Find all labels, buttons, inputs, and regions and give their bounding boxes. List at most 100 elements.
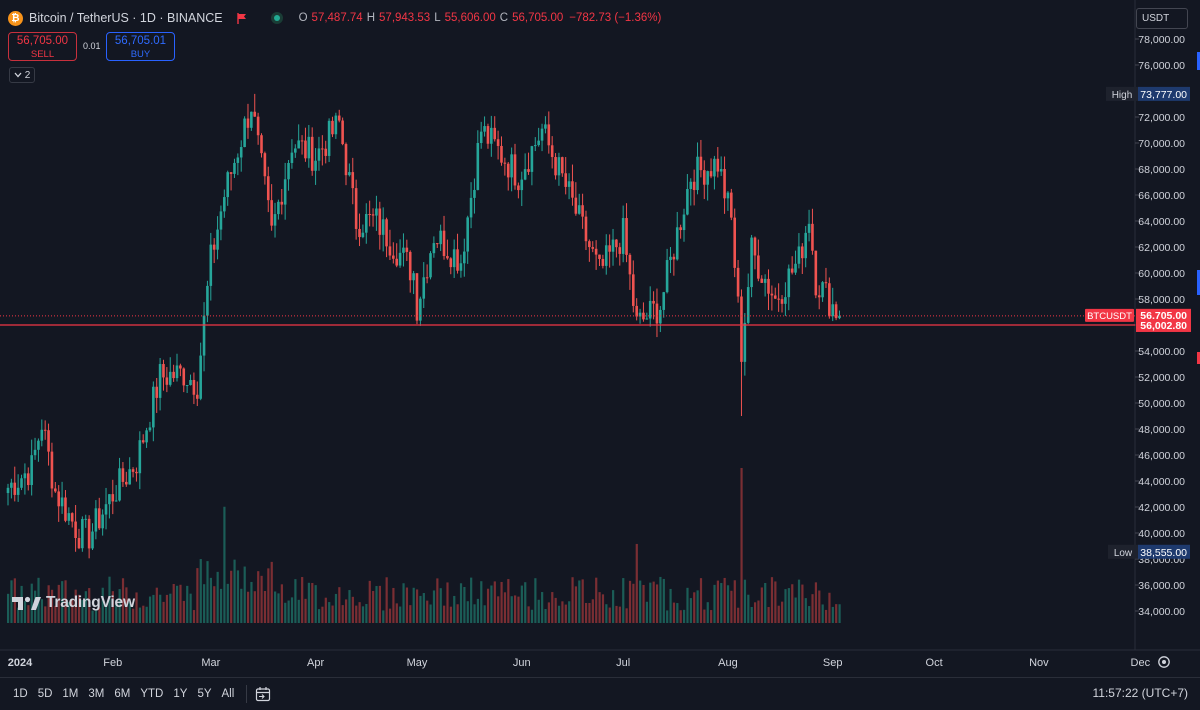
volume-bar [23,601,27,623]
volume-bar [689,598,692,623]
volume-bar [598,592,601,623]
candle-body [564,173,567,187]
buy-button[interactable]: 56,705.01 BUY [106,32,175,61]
volume-bar [733,580,736,623]
candle-body [533,145,537,147]
candle-body [753,237,757,256]
candle-body [662,292,666,310]
candle-body [212,244,216,250]
time-axis-label: Jul [616,657,630,669]
candle-body [523,169,527,180]
range-button-1m[interactable]: 1M [62,688,79,700]
candle-body [375,208,378,216]
symbol-title[interactable]: Bitcoin / TetherUS · 1D · BINANCE [29,11,223,25]
candle-body [479,131,483,144]
volume-bar [186,585,189,623]
candle-body [682,214,686,231]
sell-button[interactable]: 56,705.00 SELL [8,32,77,61]
volume-bar [88,588,91,623]
line-price-badge-bg [1136,318,1191,332]
volume-bar [706,602,709,623]
volume-bar [290,597,294,623]
bitcoin-logo-icon: ₿ [8,10,23,26]
volume-bar [419,595,422,623]
candle-body [767,278,770,294]
candle-body [797,246,801,264]
price-tick-label: 40,000.00 [1138,528,1185,540]
low-label: Low [1114,548,1133,559]
range-button-6m[interactable]: 6M [114,688,131,700]
volume-bar [27,605,30,623]
volume-bar [64,580,67,623]
volume-bar [824,609,828,623]
timezone-clock[interactable]: 11:57:22 (UTC+7) [1092,686,1189,700]
range-button-1y[interactable]: 1Y [173,688,188,700]
candle-body [730,192,733,218]
candle-body [6,487,10,494]
volume-bar [61,581,64,623]
range-button-3m[interactable]: 3M [88,688,105,700]
range-button-1d[interactable]: 1D [13,688,28,700]
volume-bar [473,604,476,623]
volume-bar [615,605,618,623]
date-range-buttons: 1D 5D 1M 3M 6M YTD 1Y 5Y All [8,688,239,700]
range-button-5d[interactable]: 5D [37,688,53,700]
volume-bar [192,610,196,623]
candle-body [530,146,534,172]
candle-body [584,216,588,242]
volume-bar [47,585,50,623]
candle-body [199,355,202,399]
high-value: 57,943.53 [379,12,431,24]
candle-body [645,318,649,320]
range-button-ytd[interactable]: YTD [140,688,164,700]
candle-body [175,365,179,379]
volume-bar [564,604,567,623]
volume-bar [307,582,311,623]
line-price-badge: 56,002.80 [1140,320,1187,332]
volume-bar [71,598,74,623]
volume-bar [159,594,162,623]
candle-body [219,211,223,230]
range-button-5y[interactable]: 5Y [197,688,212,700]
candle-body [486,126,490,144]
volume-bar [429,604,432,623]
candle-body [270,200,273,226]
candle-body [473,189,476,198]
candle-body [435,243,439,245]
volume-bar [250,581,253,623]
volume-bar [422,593,425,623]
volume-bar [280,584,283,623]
range-button-all[interactable]: All [221,688,235,700]
volume-bar [517,596,520,623]
candle-body [64,497,67,521]
indicators-toggle-button[interactable]: 2 [9,67,35,83]
go-to-date-calendar-icon[interactable] [255,686,271,702]
volume-bar [814,582,818,623]
currency-selector[interactable]: USDT [1136,8,1188,29]
price-tick-label: 54,000.00 [1138,346,1185,358]
candle-body [260,135,263,154]
candle-body [517,185,520,191]
volume-bar [666,610,669,623]
volume-bar [628,580,632,623]
volume-bar [94,610,98,623]
candle-body [368,214,371,216]
tradingview-watermark: TradingView [12,594,135,612]
time-axis-settings-gear-icon[interactable] [1158,656,1170,668]
volume-bar [324,597,327,623]
candle-body [310,136,314,171]
candle-body [581,205,584,217]
time-axis-label: Sep [823,657,843,669]
candle-body [30,455,33,486]
candle-body [148,427,152,431]
candle-body [770,293,774,296]
volume-bar [649,582,652,623]
candle-body [456,249,459,271]
candle-body [608,245,611,252]
candle-body [777,298,780,300]
volume-bar [524,582,527,623]
flag-icon[interactable] [236,12,247,24]
candle-body [185,385,189,387]
price-tick-label: 72,000.00 [1138,112,1185,124]
